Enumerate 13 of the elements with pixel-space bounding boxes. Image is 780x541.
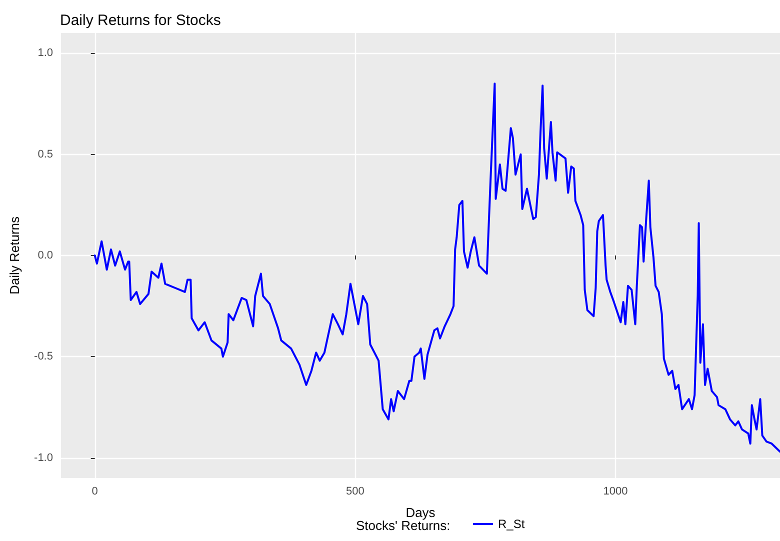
x-tick-label: 500	[346, 486, 364, 498]
y-tick-label: 0.0	[38, 250, 53, 262]
chart-title: Daily Returns for Stocks	[60, 12, 221, 29]
y-axis-title: Daily Returns	[7, 216, 22, 295]
y-tick-label: -1.0	[34, 452, 53, 464]
line-series	[94, 82, 780, 453]
y-tick-label: 1.0	[38, 47, 53, 60]
x-axis-title: Days	[406, 505, 436, 520]
y-tick-label: 0.5	[38, 148, 53, 160]
x-tick-label: 1000	[603, 486, 628, 498]
y-tick-label: -0.5	[34, 350, 53, 363]
x-tick-label: 0	[92, 486, 98, 498]
legend-label: R_St	[498, 517, 526, 531]
